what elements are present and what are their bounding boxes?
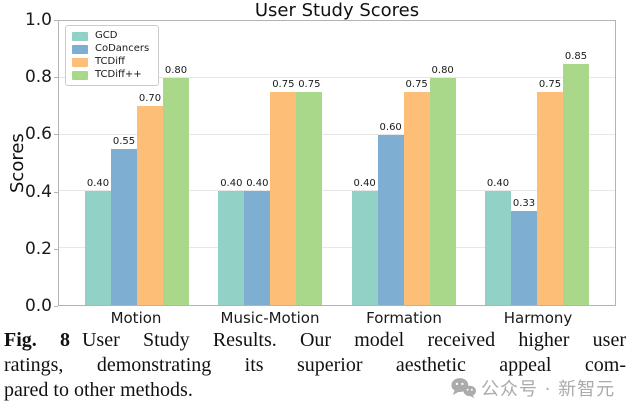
bar: 0.70 [137,93,163,305]
y-tick-label: 0.4 [24,181,52,202]
y-tick-mark [54,20,58,21]
bar-value-label: 0.40 [220,178,243,189]
legend-label: TCDiff++ [95,69,142,80]
bar-value-label: 0.40 [246,178,269,189]
bar-value-label: 0.80 [164,65,188,76]
bar: 0.75 [296,79,323,305]
bar: 0.55 [111,136,137,305]
caption-line-3: pared to other methods. [4,379,193,401]
y-tick-mark [54,191,58,193]
caption-figure-label: Fig. 8 [4,329,70,351]
y-axis-label: Scores [7,133,28,193]
bar-value-label: 0.60 [379,122,402,133]
bar-group: 0.40 0.33 0.75 0.85 [484,51,589,305]
legend-swatch [72,57,88,67]
y-tick-mark [54,134,58,136]
bar-value-label: 0.55 [112,136,136,147]
legend-row: CoDancers [72,44,149,54]
gridline [59,247,615,249]
bar-value-label: 0.80 [431,65,454,76]
x-tick-label: Music-Motion [220,309,320,327]
bar: 0.75 [270,79,297,305]
bar: 0.40 [351,178,378,305]
bar: 0.40 [484,178,511,305]
bar: 0.85 [562,51,589,305]
bar: 0.40 [85,178,111,305]
y-tick-mark [54,77,58,79]
bar-value-label: 0.40 [486,178,510,189]
legend: GCD CoDancers TCDiff TCDiff++ [65,25,160,86]
bar: 0.80 [163,65,189,305]
y-tick-label: 1.0 [24,10,52,30]
legend-label: CoDancers [95,43,150,54]
y-tick-mark [54,248,58,250]
x-tick-label: Harmony [503,309,573,327]
bar: 0.33 [510,198,537,305]
y-tick-mark [54,306,58,307]
bar-groups: 0.40 0.55 0.70 0.80 0.40 0.40 0.75 0.75 0.40 0.60… [59,21,615,305]
bar: 0.40 [244,178,271,305]
y-tick-label: 0.6 [24,124,52,145]
bar-value-label: 0.75 [272,79,295,90]
y-tick-label: 0.8 [24,67,52,88]
figure-caption: Fig. 8 User Study Results. Our model rece… [4,328,626,403]
caption-line-1: Fig. 8 User Study Results. Our model rece… [4,328,626,353]
x-tick-label: Formation [366,309,442,327]
bar: 0.40 [218,178,245,305]
x-axis-ticks: Motion Music-Motion Formation Harmony [58,309,616,327]
gridline [59,133,615,135]
bar: 0.80 [429,65,456,305]
plot-area: 0.40 0.55 0.70 0.80 0.40 0.40 0.75 0.75 0.40 0.60… [58,20,616,306]
x-tick-label: Motion [110,309,162,327]
bar: 0.75 [403,79,430,305]
bar-group: 0.40 0.55 0.70 0.80 [85,65,189,305]
legend-swatch [72,44,88,54]
bar-value-label: 0.70 [138,93,162,104]
bar-value-label: 0.75 [298,79,321,90]
caption-text-1: User Study Results. Our model received h… [81,329,626,351]
y-tick-label: 0.2 [24,238,52,259]
bar-value-label: 0.75 [538,79,562,90]
legend-row: GCD [72,31,149,41]
caption-line-2: ratings, demonstrating its superior aest… [4,354,626,376]
legend-label: TCDiff [95,56,125,67]
bar-value-label: 0.33 [512,198,536,209]
bar: 0.75 [536,79,563,305]
watermark: 公众号 · 新智元 [450,375,615,401]
y-tick-label: 0.0 [24,296,52,316]
bar-group: 0.40 0.60 0.75 0.80 [351,65,456,305]
bar-value-label: 0.75 [405,79,428,90]
bar-group: 0.40 0.40 0.75 0.75 [218,79,323,305]
watermark-text: 公众号 · 新智元 [481,379,616,400]
bar-value-label: 0.40 [86,178,110,189]
bar-value-label: 0.40 [353,178,376,189]
chart-title: User Study Scores [254,0,420,21]
legend-swatch [72,31,88,41]
gridline [59,76,615,78]
legend-swatch [72,70,88,80]
wechat-icon [451,378,476,399]
bar: 0.60 [377,122,404,305]
bar-value-label: 0.85 [564,51,588,62]
legend-row: TCDiff [72,57,149,67]
gridline [59,190,615,192]
legend-label: GCD [95,30,118,41]
legend-row: TCDiff++ [72,70,149,80]
